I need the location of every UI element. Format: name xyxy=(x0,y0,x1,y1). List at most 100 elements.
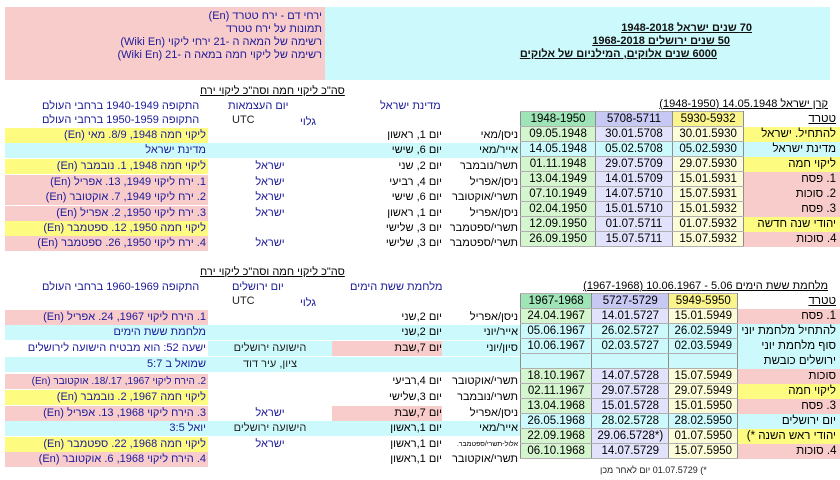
col-header-hebrew: 5708-5711 xyxy=(595,111,673,127)
scripture-link[interactable]: יואל 3:5 xyxy=(169,422,206,434)
row-label: סוכות xyxy=(737,368,840,384)
table-row: 22.09.1968 29.06.5728*) 01.07.5950 יהודי רא… xyxy=(519,428,840,444)
scripture-link[interactable]: ישעה 52: הוא מבטיח הישועה לירושלים xyxy=(5,341,208,356)
table-header-row: 1967-1968 5727-5729 5949-5950 טטרד xyxy=(519,293,840,309)
event-label: מדינת ישראל xyxy=(145,144,206,156)
table-row: ירושלים כובשת xyxy=(519,353,840,369)
scripture-link[interactable]: שמואל ב 5:7 xyxy=(147,358,206,370)
table-row: 13.04.1949 14.01.5709 15.01.5931 1. פסח xyxy=(519,171,840,187)
eclipse-link[interactable]: 1. הירח ליקוי 1967, 24. אפריל (En) xyxy=(5,310,208,325)
s2-header-war: מלחמת ששת הימים xyxy=(350,281,443,293)
col-header-hebrew: 5727-5729 xyxy=(591,293,670,309)
section1-caption: קרן ישראל 14.05.1948 (1948-1950) xyxy=(659,98,828,110)
eclipse-link[interactable]: 4. הירח ליקוי 1968, 6. אוקטובר (En) xyxy=(5,452,208,467)
row-label: ליקוי חמה xyxy=(743,156,840,172)
table-row: 14.05.1948 05.02.5708 05.02.5930 מדינת ישרא… xyxy=(519,141,840,157)
title-box: 70 שנים ישראל 1948-2018 50 שנים ירושלים … xyxy=(325,7,830,80)
table-row: 06.10.1968 14.07.5729 15.07.5950 4. סוכות xyxy=(519,443,840,459)
event-row: אלול-תשרי/ספטמבר. יום 1,ראשון ישראל 13:3… xyxy=(5,437,520,452)
s1-header-utc: UTC xyxy=(232,114,255,126)
col-header-gregorian: 1948-1950 xyxy=(519,111,597,127)
row-label: 4. סוכות xyxy=(737,443,840,459)
eclipse-link[interactable]: 4. ירח ליקוי 1950, 26. ספטמבר (En) xyxy=(5,236,208,251)
eclipse-link[interactable]: ליקוי חמה 1948, 8/9. מאי (En) xyxy=(5,128,208,143)
row-label: יום ירושלים xyxy=(737,413,840,429)
event-row: תשרי/אוקטובר יום 1,ראשון 11:41:00 4. היר… xyxy=(5,452,520,467)
table-row: 02.04.1950 15.01.5710 15.01.5932 3. פסח xyxy=(519,201,840,217)
row-label: יהודי ראש השנה *) xyxy=(737,428,840,444)
table-row: 09.05.1948 30.01.5708 30.01.5930 להתחיל. יש… xyxy=(519,126,840,142)
eclipse-link[interactable]: 2. ירח ליקוי 1949, 7. אוקטובר (En) xyxy=(5,190,208,205)
tetrad-header: טטרד xyxy=(808,295,836,307)
title-jerusalem-50[interactable]: 50 שנים ירושלים 1968-2018 xyxy=(592,35,730,47)
event-row: תשר/נובמבר יום 2, שני ישראל 06:07:00 ליק… xyxy=(5,159,520,174)
eclipse-link[interactable]: ליקוי חמה 1950, 12. ספטמבר (En) xyxy=(5,221,208,236)
row-label: להתחיל. ישראל xyxy=(743,126,840,142)
row-label: 3. פסח xyxy=(737,398,840,414)
link-tetrad-images[interactable]: תמונות על ירח טטרד xyxy=(225,23,322,35)
table-row: 18.10.1967 14.07.5728 15.07.5949 סוכות xyxy=(519,368,840,384)
table-row: 12.09.1950 01.07.5711 01.07.5932 יהודי שנה … xyxy=(519,216,840,232)
row-label: 4. סוכות xyxy=(743,231,840,247)
footnote: *) 01.07.5729 יום לאחר מכן xyxy=(600,465,707,475)
eclipse-link[interactable]: ליקוי חמה 1968, 22. ספטמבר (En) xyxy=(5,437,208,452)
event-row: תשרי/ספטמבר יום 3, שלישי 03:40:00 ליקוי … xyxy=(5,221,520,236)
event-row: תשרי/ספטמבר יום 3, שלישי ישראל 05:28:00 … xyxy=(5,236,520,251)
s2-header-period: התקופה 1960-1969 ברחבי העולם xyxy=(42,281,200,293)
eclipse-link[interactable]: 3. ירח ליקוי 1950, 2. אפריל (En) xyxy=(5,206,208,221)
row-label: 2. סוכות xyxy=(743,186,840,202)
event-row: ניסן/אפריל יום 4, רביעי ישראל 05:13:00 1… xyxy=(5,175,520,190)
s1-header-visible: גלוי xyxy=(300,116,316,128)
table-row: 02.11.1967 29.07.5728 29.07.5949 ליקוי חמה xyxy=(519,383,840,399)
s1-header-independence: יום העצמאות xyxy=(228,100,289,112)
event-label: מלחמת ששת הימים xyxy=(113,326,207,338)
link-solar-eclipse-list[interactable]: רשימה של ליקוי חמה במאה ה -21 (Wiki En) xyxy=(117,49,322,61)
table-row: 26.05.1968 28.02.5728 28.02.5950 יום ירושלי… xyxy=(519,413,840,429)
title-israel-70[interactable]: 70 שנים ישראל 1948-2018 xyxy=(621,22,752,34)
event-row: ניסן/אפריל יום 7,שבת ישראל 05:08:00 3. ה… xyxy=(5,406,520,421)
link-blood-moon[interactable]: ירחי דם - ירח טטרד (En) xyxy=(208,10,322,22)
eclipse-link[interactable]: 1. ירח ליקוי 1949, 13. אפריל (En) xyxy=(5,175,208,190)
s1-header-period2: התקופה 1950-1959 ברחבי העולם xyxy=(42,114,200,126)
table-header-row: 1948-1950 5708-5711 5930-5932 טטרד xyxy=(519,111,840,127)
event-row: סיון/יוני יום 7,שבת הישועה ירושלים ישעה … xyxy=(5,341,520,356)
title-6000-years[interactable]: 6000 שנים אלוקים, המילניום של אלוקים xyxy=(519,48,717,60)
table-row: 26.09.1950 15.07.5711 15.07.5932 4. סוכות xyxy=(519,231,840,247)
section1-date-table: 1948-1950 5708-5711 5930-5932 טטרד 09.05… xyxy=(519,111,840,247)
row-label: 3. פסח xyxy=(743,201,840,217)
col-header-gregorian: 1967-1968 xyxy=(519,293,593,309)
row-label: סוף מלחמת יוני xyxy=(737,338,840,354)
section2-summary-title: סה"כ ליקוי חמה וסה"כ ליקוי ירח xyxy=(200,266,345,278)
event-row: אייר/מאי יום 6, שישי מדינת ישראל xyxy=(5,143,520,158)
tetrad-header: טטרד xyxy=(808,113,836,125)
s2-header-visible: גלוי xyxy=(300,297,316,309)
eclipse-link[interactable]: 3. הירח ליקוי 1968, 13. אפריל (En) xyxy=(5,406,208,421)
s1-header-period1: התקופה 1940-1949 ברחבי העולם xyxy=(42,100,200,112)
section2-caption: מלחמת ששת הימים 5.06 - 10.06.1967 (1967-… xyxy=(583,280,828,292)
link-lunar-eclipse-list[interactable]: רשימה של המאה ה -21 ירחי ליקוי (Wiki En) xyxy=(120,36,322,48)
eclipse-link[interactable]: ליקוי חמה 1967, 2. נובמבר (En) xyxy=(5,390,208,405)
col-header-creation: 5930-5932 xyxy=(671,111,745,127)
resource-links-box: ירחי דם - ירח טטרד (En) תמונות על ירח טט… xyxy=(5,7,325,80)
table-row: 24.04.1967 14.01.5727 15.01.5949 1. פסח xyxy=(519,308,840,324)
row-label: מדינת ישראל xyxy=(743,141,840,157)
event-row: תשרי/אוקטובר יום 4,רביעי 10:15:00 2. היר… xyxy=(5,374,520,389)
row-label: 1. פסח xyxy=(737,308,840,324)
table-row: 13.04.1968 15.01.5728 15.01.5950 3. פסח xyxy=(519,398,840,414)
row-label: יהודי שנה חדשה xyxy=(743,216,840,232)
row-label: ליקוי חמה xyxy=(737,383,840,399)
event-row: ציון, עיר דוד שמואל ב 5:7 xyxy=(5,357,520,372)
eclipse-link[interactable]: ליקוי חמה 1948, 1. נובמבר (En) xyxy=(5,159,208,174)
table-row: 10.06.1967 02.03.5727 02.03.5949 סוף מלחמת … xyxy=(519,338,840,354)
event-row: תשרי/נובמבר יום 3,שלישי 05:38:00 ליקוי ח… xyxy=(5,390,520,405)
event-row: ניסן/אפריל יום 1, ראשון ישראל 22:44:00 3… xyxy=(5,206,520,221)
event-row: תשרי/אוקטובר יום 6, שישי ישראל 05:56:00 … xyxy=(5,190,520,205)
table-row: 05.06.1967 26.02.5727 26.02.5949 להתחיל מלח… xyxy=(519,323,840,339)
col-header-creation: 5949-5950 xyxy=(668,293,739,309)
table-row: 01.11.1948 29.07.5709 29.07.5930 ליקוי חמה xyxy=(519,156,840,172)
event-row: ניסן/מאי יום 1, ראשון 02:30:00 ליקוי חמה… xyxy=(5,128,520,143)
s2-header-jerusalem-day: יום ירושלים xyxy=(232,281,284,293)
s2-header-utc: UTC xyxy=(232,295,255,307)
row-label: 1. פסח xyxy=(743,171,840,187)
eclipse-link[interactable]: 2. הירח ליקוי 1967, 17./18. אוקטובר (En) xyxy=(5,374,208,389)
